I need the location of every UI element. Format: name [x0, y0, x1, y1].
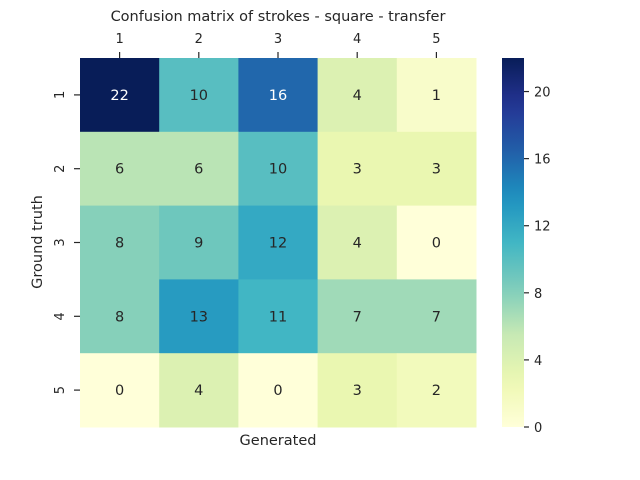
heatmap-cell-r4-c5 — [396, 279, 477, 354]
heatmap-cells — [80, 58, 477, 428]
cell-value-r2-c4: 3 — [353, 162, 362, 178]
heatmap-cell-r5-c4 — [317, 353, 398, 428]
cell-value-r2-c3: 10 — [269, 162, 287, 178]
x-tick-label-4: 4 — [353, 32, 361, 47]
cell-value-r3-c1: 8 — [115, 236, 124, 252]
x-tick-label-3: 3 — [274, 32, 282, 47]
heatmap-cell-r2-c2 — [159, 131, 239, 207]
cell-value-r1-c2: 10 — [190, 88, 208, 104]
y-axis: 1 2 3 4 5 — [53, 91, 80, 394]
heatmap-cell-r2-c1 — [80, 131, 160, 207]
cell-value-r4-c1: 8 — [115, 309, 124, 325]
cell-value-r5-c1: 0 — [115, 383, 124, 399]
y-tick-label-2: 2 — [53, 165, 68, 173]
x-tick-label-1: 1 — [115, 32, 123, 47]
colorbar-tick-label-16: 16 — [534, 153, 551, 168]
x-tick-label-2: 2 — [195, 32, 203, 47]
cell-value-r4-c4: 7 — [353, 309, 362, 325]
heatmap-cell-r2-c5 — [396, 131, 477, 207]
colorbar-tick-label-0: 0 — [534, 421, 542, 436]
colorbar-tick-label-12: 12 — [534, 220, 551, 235]
heatmap-cell-r4-c2 — [159, 279, 239, 354]
chart-title: Confusion matrix of strokes - square - t… — [111, 9, 446, 25]
cell-value-r3-c5: 0 — [432, 236, 441, 252]
heatmap-cell-r2-c3 — [238, 131, 319, 207]
heatmap-cell-r3-c1 — [80, 205, 160, 280]
cell-value-r1-c1: 22 — [110, 88, 128, 104]
y-axis-label: Ground truth — [30, 195, 46, 289]
cell-value-r4-c3: 11 — [269, 309, 287, 325]
heatmap-cell-r2-c4 — [317, 131, 398, 207]
heatmap-cell-r3-c4 — [317, 205, 398, 280]
y-tick-label-5: 5 — [53, 386, 68, 394]
heatmap-cell-r3-c2 — [159, 205, 239, 280]
heatmap-cell-r5-c3 — [238, 353, 319, 428]
cell-value-r4-c5: 7 — [432, 309, 441, 325]
cell-value-r5-c5: 2 — [432, 383, 441, 399]
heatmap-cell-r5-c5 — [396, 353, 477, 428]
colorbar-ticks: 0 4 8 12 16 20 — [524, 86, 551, 436]
cell-value-r3-c2: 9 — [194, 236, 203, 252]
x-axis-label: Generated — [240, 433, 317, 449]
heatmap-cell-r4-c1 — [80, 279, 160, 354]
heatmap-cell-r5-c2 — [159, 353, 239, 428]
cell-value-r2-c2: 6 — [194, 162, 203, 178]
cell-value-r2-c5: 3 — [432, 162, 441, 178]
cell-value-r1-c4: 4 — [353, 88, 362, 104]
cell-value-r1-c5: 1 — [432, 88, 441, 104]
colorbar-tick-label-4: 4 — [534, 354, 542, 369]
cell-labels: 22 10 16 4 16 6 10 3 38 9 12 4 08 13 11 7 70 4 0 3 2 — [110, 88, 441, 399]
heatmap-cell-r1-c4 — [317, 58, 398, 133]
cell-value-r3-c3: 12 — [269, 236, 287, 252]
heatmap-cell-r4-c4 — [317, 279, 398, 354]
y-tick-label-4: 4 — [53, 312, 68, 320]
cell-value-r5-c3: 0 — [273, 383, 282, 399]
x-tick-label-5: 5 — [432, 32, 440, 47]
y-tick-label-3: 3 — [53, 238, 68, 246]
heatmap-cell-r5-c1 — [80, 353, 160, 428]
cell-value-r5-c2: 4 — [194, 383, 203, 399]
heatmap-cell-r4-c3 — [238, 279, 319, 354]
heatmap-cell-r1-c1 — [80, 58, 160, 133]
colorbar-tick-label-20: 20 — [534, 86, 551, 101]
cell-value-r1-c3: 16 — [269, 88, 287, 104]
cell-value-r5-c4: 3 — [353, 383, 362, 399]
x-axis: 1 2 3 4 5 — [115, 32, 441, 58]
heatmap-cell-r1-c3 — [238, 58, 319, 133]
heatmap-cell-r1-c2 — [159, 58, 239, 133]
cell-value-r2-c1: 6 — [115, 162, 124, 178]
cell-value-r3-c4: 4 — [353, 236, 362, 252]
colorbar-tick-label-8: 8 — [534, 287, 542, 302]
colorbar — [502, 58, 524, 427]
heatmap-cell-r1-c5 — [396, 58, 477, 133]
heatmap-cell-r3-c5 — [396, 205, 477, 280]
cell-value-r4-c2: 13 — [190, 309, 208, 325]
heatmap-cell-r3-c3 — [238, 205, 319, 280]
y-tick-label-1: 1 — [53, 91, 68, 99]
